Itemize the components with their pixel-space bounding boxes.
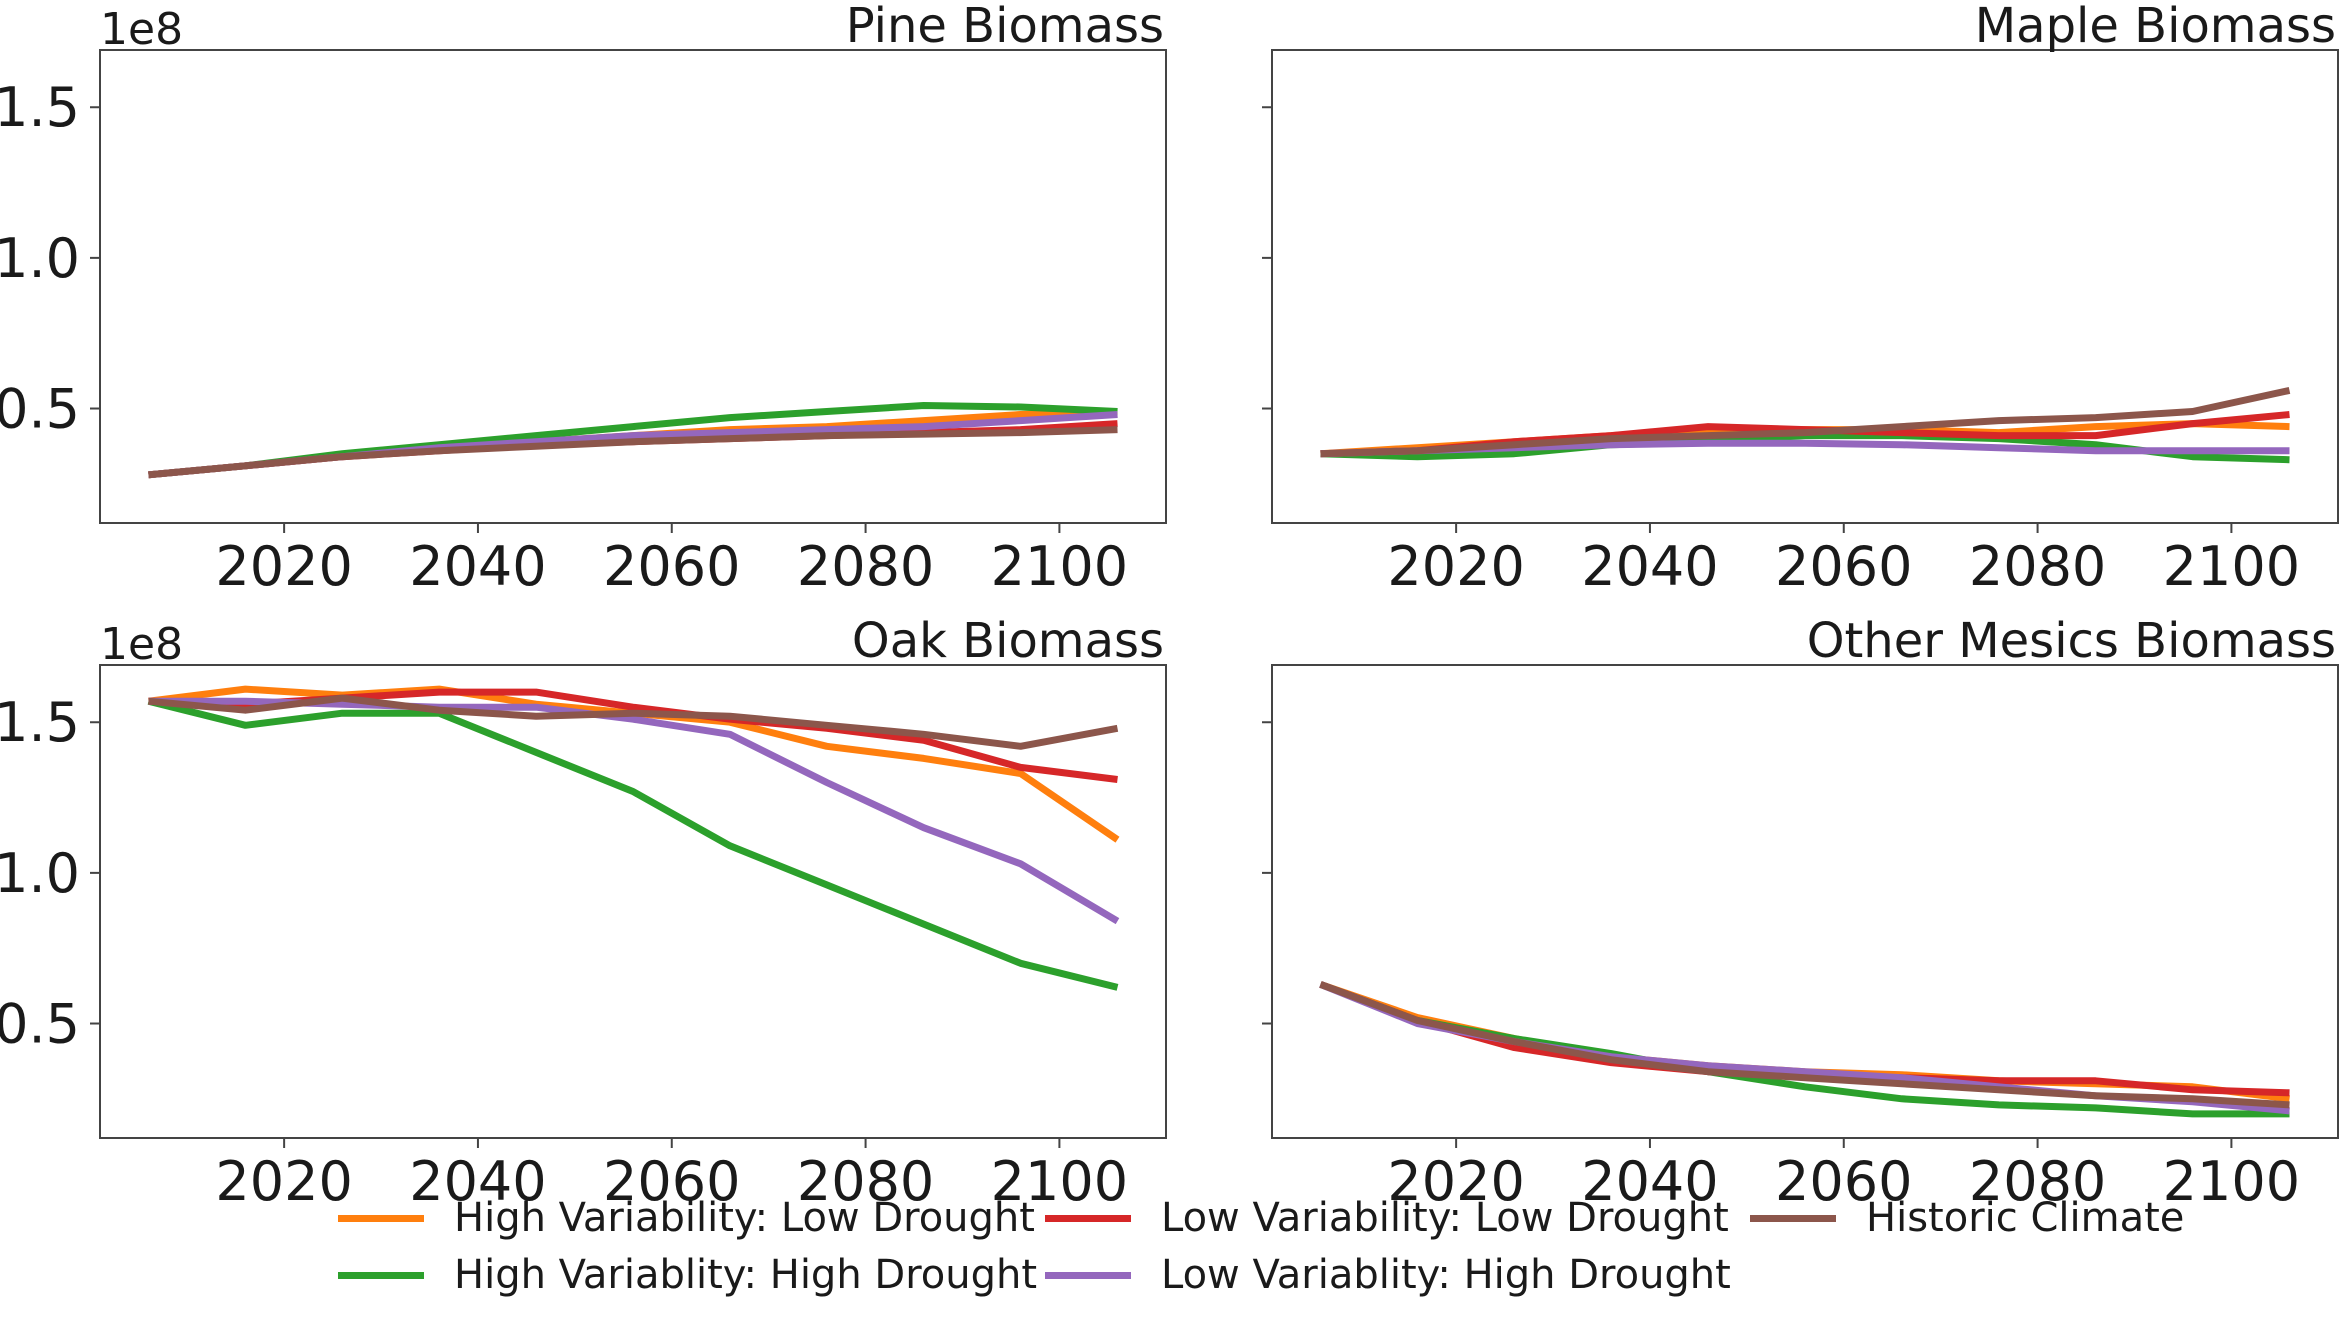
series-line <box>148 697 1120 925</box>
legend-swatch <box>1045 1271 1131 1279</box>
x-tick-label: 2040 <box>1581 1150 1718 1213</box>
x-tick-label: 2060 <box>603 535 740 598</box>
subplot-3: 2020 2040 2060 2080 2100 0.5 1.0 1.5 1e8 Oak Biom… <box>0 613 1167 1213</box>
plot-frame <box>99 664 1167 1139</box>
series-line <box>1319 981 2290 1109</box>
legend-item: High Variability: Low Drought <box>338 1190 1035 1246</box>
y-tick-label: 1.5 <box>0 691 80 754</box>
subplot-title: Pine Biomass <box>846 0 1164 54</box>
y-tick-label: 1.5 <box>0 76 80 139</box>
x-tick-label: 2040 <box>409 1150 546 1213</box>
legend-label: Historic Climate <box>1866 1195 2185 1241</box>
x-tick-label: 2100 <box>2163 535 2300 598</box>
x-tick-label: 2080 <box>1969 1150 2106 1213</box>
y-tick-label: 1.0 <box>0 227 80 290</box>
x-tick-label: 2020 <box>1387 1150 1524 1213</box>
plot-frame <box>1271 664 2339 1139</box>
y-offset-label: 1e8 <box>100 4 183 55</box>
series-line <box>1319 981 2290 1103</box>
legend-label: High Variablity: High Drought <box>454 1252 1038 1298</box>
x-tick-label: 2080 <box>1969 535 2106 598</box>
legend-swatch <box>1750 1214 1836 1222</box>
y-tick-label: 0.5 <box>0 378 80 441</box>
subplot-title: Maple Biomass <box>1975 0 2336 54</box>
legend-label: High Variability: Low Drought <box>454 1195 1035 1241</box>
x-tick-label: 2060 <box>603 1150 740 1213</box>
legend-item: Low Variablity: High Drought <box>1045 1247 1731 1303</box>
subplot-1: 2020 2040 2060 2080 2100 0.5 1.0 1.5 1e8 Pine Bio… <box>0 0 1167 598</box>
x-tick-label: 2080 <box>797 535 934 598</box>
series-line <box>148 694 1119 750</box>
legend-label: Low Variablity: High Drought <box>1161 1252 1731 1298</box>
x-tick-label: 2020 <box>215 1150 352 1213</box>
x-tick-label: 2100 <box>991 535 1128 598</box>
subplot-title: Other Mesics Biomass <box>1807 613 2336 669</box>
x-tick-label: 2100 <box>991 1150 1128 1213</box>
legend-label: Low Variability: Low Drought <box>1161 1195 1729 1241</box>
x-tick-label: 2040 <box>409 535 546 598</box>
legend-swatch <box>338 1271 424 1279</box>
y-offset-label: 1e8 <box>100 619 183 670</box>
subplot-title: Oak Biomass <box>852 613 1164 669</box>
legend-item: Low Variability: Low Drought <box>1045 1190 1729 1246</box>
subplot-2: 2020 2040 2060 2080 2100 Maple Biomass <box>1262 0 2339 598</box>
x-tick-label: 2080 <box>797 1150 934 1213</box>
x-tick-label: 2020 <box>215 535 352 598</box>
subplot-4: 2020 2040 2060 2080 2100 Other Mesics Biomass <box>1262 613 2339 1213</box>
legend-item: High Variablity: High Drought <box>338 1247 1037 1303</box>
x-tick-label: 2060 <box>1775 1150 1912 1213</box>
legend-item: Historic Climate <box>1750 1190 2184 1246</box>
x-tick-label: 2020 <box>1387 535 1524 598</box>
series-line <box>1320 386 2291 458</box>
x-tick-label: 2060 <box>1775 535 1912 598</box>
x-tick-label: 2100 <box>2163 1150 2300 1213</box>
x-tick-label: 2040 <box>1581 535 1718 598</box>
series-line <box>148 426 1118 479</box>
legend-swatch <box>1045 1214 1131 1222</box>
plot-frame <box>1271 49 2339 524</box>
y-tick-label: 0.5 <box>0 993 80 1056</box>
plot-frame <box>99 49 1167 524</box>
legend-swatch <box>338 1214 424 1222</box>
series-line <box>147 697 1119 991</box>
legend: High Variability: Low Drought High Varia… <box>320 1190 2220 1310</box>
y-tick-label: 1.0 <box>0 842 80 905</box>
series-line <box>1319 981 2290 1115</box>
